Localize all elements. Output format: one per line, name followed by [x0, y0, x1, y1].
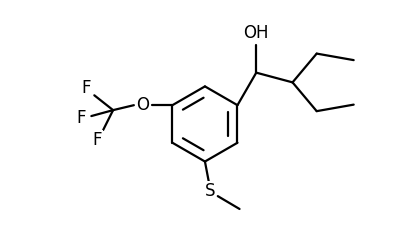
Text: F: F: [77, 109, 86, 127]
Text: S: S: [205, 182, 215, 200]
Text: F: F: [82, 79, 91, 97]
Text: O: O: [136, 96, 149, 114]
Text: F: F: [92, 131, 102, 149]
Text: OH: OH: [244, 24, 269, 42]
